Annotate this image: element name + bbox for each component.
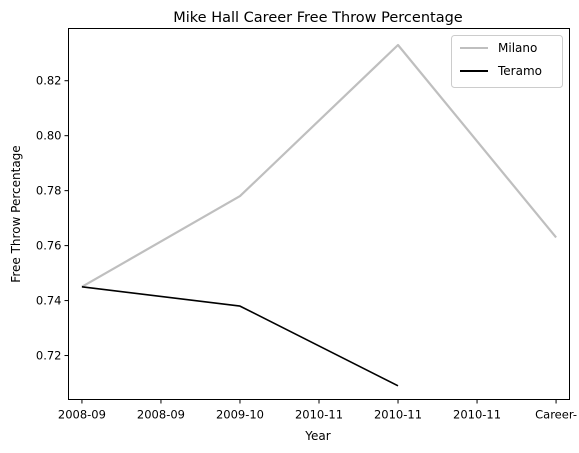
legend: Milano Teramo — [451, 35, 563, 88]
y-tick-label: 0.76 — [36, 239, 62, 253]
legend-label-teramo: Teramo — [497, 64, 542, 78]
x-axis: 2008-09 2008-09 2009-10 2010-11 2010-11 2010-… — [58, 399, 577, 422]
x-axis-label: Year — [304, 429, 330, 443]
series-line-teramo — [81, 286, 399, 387]
x-tick-label: 2008-09 — [58, 408, 106, 422]
y-axis-label: Free Throw Percentage — [9, 145, 23, 282]
legend-label-milano: Milano — [498, 41, 537, 55]
y-tick-label: 0.80 — [36, 129, 62, 143]
x-tick-label: 2008-09 — [137, 408, 185, 422]
y-tick-label: 0.78 — [36, 184, 62, 198]
x-tick-label: 2010-11 — [453, 408, 501, 422]
y-axis: 0.72 0.74 0.76 0.78 0.80 0.82 — [36, 74, 69, 363]
x-tick-label: 2010-11 — [374, 408, 422, 422]
series-line-milano — [81, 43, 557, 288]
y-tick-label: 0.72 — [36, 349, 62, 363]
series-layer — [81, 43, 557, 387]
chart-title: Mike Hall Career Free Throw Percentage — [173, 10, 463, 26]
y-tick-label: 0.74 — [36, 294, 62, 308]
x-tick-label: Career- — [535, 408, 577, 422]
x-tick-label: 2009-10 — [216, 408, 264, 422]
x-tick-label: 2010-11 — [295, 408, 343, 422]
y-tick-label: 0.82 — [36, 74, 62, 88]
